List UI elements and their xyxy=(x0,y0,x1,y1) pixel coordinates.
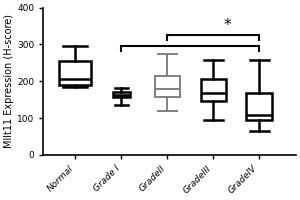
Bar xyxy=(247,93,272,120)
Y-axis label: Mllt11 Expression (H-score): Mllt11 Expression (H-score) xyxy=(4,14,14,148)
Bar xyxy=(59,61,92,85)
Bar xyxy=(154,76,180,97)
Bar xyxy=(200,79,226,101)
Bar xyxy=(112,92,130,97)
Text: *: * xyxy=(223,18,231,33)
